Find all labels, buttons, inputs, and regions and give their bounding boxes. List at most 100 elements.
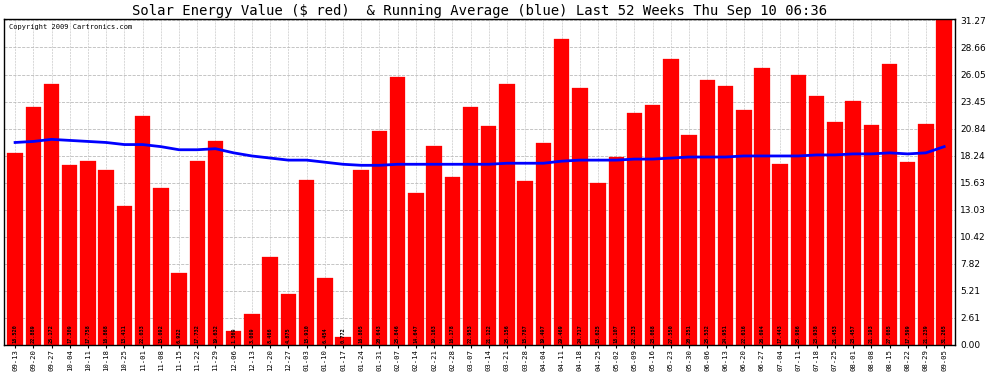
- Text: 4.875: 4.875: [286, 327, 291, 343]
- Text: 6.922: 6.922: [176, 327, 181, 343]
- Bar: [80, 160, 96, 345]
- Bar: [245, 314, 259, 345]
- Text: 22.616: 22.616: [742, 324, 746, 343]
- Bar: [718, 86, 734, 345]
- Text: 25.846: 25.846: [395, 324, 400, 343]
- Text: 16.868: 16.868: [104, 324, 109, 343]
- Text: 23.938: 23.938: [814, 324, 819, 343]
- Text: 22.033: 22.033: [141, 324, 146, 343]
- Bar: [736, 110, 751, 345]
- Bar: [536, 142, 551, 345]
- Text: 17.758: 17.758: [85, 324, 90, 343]
- Bar: [445, 177, 460, 345]
- Text: 15.787: 15.787: [523, 324, 528, 343]
- Bar: [627, 113, 643, 345]
- Text: 15.092: 15.092: [158, 324, 163, 343]
- Bar: [863, 125, 879, 345]
- Bar: [518, 181, 533, 345]
- Text: 16.805: 16.805: [358, 324, 363, 343]
- Bar: [681, 135, 697, 345]
- Text: 17.732: 17.732: [195, 324, 200, 343]
- Text: 17.443: 17.443: [778, 324, 783, 343]
- Text: 17.309: 17.309: [67, 324, 72, 343]
- Text: 25.986: 25.986: [796, 324, 801, 343]
- Bar: [208, 141, 223, 345]
- Bar: [408, 193, 424, 345]
- Bar: [918, 124, 934, 345]
- Bar: [262, 257, 278, 345]
- Bar: [98, 170, 114, 345]
- Bar: [153, 188, 168, 345]
- Text: 21.193: 21.193: [869, 324, 874, 343]
- Bar: [845, 101, 861, 345]
- Text: 15.910: 15.910: [304, 324, 309, 343]
- Bar: [663, 59, 679, 345]
- Bar: [171, 273, 187, 345]
- Text: 26.694: 26.694: [759, 324, 764, 343]
- Text: 21.122: 21.122: [486, 324, 491, 343]
- Text: 21.239: 21.239: [924, 324, 929, 343]
- Bar: [280, 294, 296, 345]
- Text: 20.251: 20.251: [687, 324, 692, 343]
- Bar: [772, 164, 788, 345]
- Text: 22.889: 22.889: [31, 324, 36, 343]
- Text: 15.625: 15.625: [596, 324, 601, 343]
- Bar: [390, 76, 405, 345]
- Bar: [427, 146, 442, 345]
- Text: 25.156: 25.156: [505, 324, 510, 343]
- Bar: [26, 107, 41, 345]
- Text: 23.088: 23.088: [650, 324, 655, 343]
- Text: 6.454: 6.454: [323, 327, 328, 343]
- Text: 14.647: 14.647: [414, 324, 419, 343]
- Text: 27.085: 27.085: [887, 324, 892, 343]
- Text: 21.453: 21.453: [833, 324, 838, 343]
- Bar: [791, 75, 806, 345]
- Text: 24.951: 24.951: [723, 324, 728, 343]
- Text: 20.643: 20.643: [377, 324, 382, 343]
- Text: 23.457: 23.457: [850, 324, 855, 343]
- Text: 16.178: 16.178: [449, 324, 454, 343]
- Text: 8.466: 8.466: [267, 327, 272, 343]
- Text: 1.369: 1.369: [232, 327, 237, 343]
- Text: 0.772: 0.772: [341, 327, 346, 343]
- Text: 18.107: 18.107: [614, 324, 619, 343]
- Text: 31.265: 31.265: [941, 324, 946, 343]
- Text: 18.520: 18.520: [13, 324, 18, 343]
- Text: 29.469: 29.469: [559, 324, 564, 343]
- Bar: [371, 130, 387, 345]
- Bar: [700, 80, 715, 345]
- Bar: [189, 161, 205, 345]
- Bar: [117, 206, 132, 345]
- Bar: [644, 105, 660, 345]
- Bar: [7, 153, 23, 345]
- Title: Solar Energy Value ($ red)  & Running Average (blue) Last 52 Weeks Thu Sep 10 06: Solar Energy Value ($ red) & Running Ave…: [132, 4, 828, 18]
- Bar: [226, 331, 242, 345]
- Bar: [937, 20, 952, 345]
- Bar: [62, 165, 77, 345]
- Bar: [336, 337, 350, 345]
- Bar: [353, 171, 369, 345]
- Bar: [135, 116, 150, 345]
- Bar: [590, 183, 606, 345]
- Bar: [754, 68, 770, 345]
- Text: 27.550: 27.550: [668, 324, 673, 343]
- Text: Copyright 2009 Cartronics.com: Copyright 2009 Cartronics.com: [9, 24, 133, 30]
- Text: 22.953: 22.953: [468, 324, 473, 343]
- Text: 3.009: 3.009: [249, 327, 254, 343]
- Bar: [900, 162, 916, 345]
- Bar: [809, 96, 825, 345]
- Bar: [317, 278, 333, 345]
- Text: 19.163: 19.163: [432, 324, 437, 343]
- Text: 19.497: 19.497: [541, 324, 545, 343]
- Text: 19.632: 19.632: [213, 324, 218, 343]
- Text: 25.532: 25.532: [705, 324, 710, 343]
- Bar: [572, 88, 588, 345]
- Bar: [553, 39, 569, 345]
- Text: 25.172: 25.172: [50, 324, 54, 343]
- Bar: [609, 157, 624, 345]
- Bar: [882, 64, 897, 345]
- Bar: [827, 122, 842, 345]
- Bar: [462, 106, 478, 345]
- Text: 17.599: 17.599: [905, 324, 910, 343]
- Text: 24.717: 24.717: [577, 324, 582, 343]
